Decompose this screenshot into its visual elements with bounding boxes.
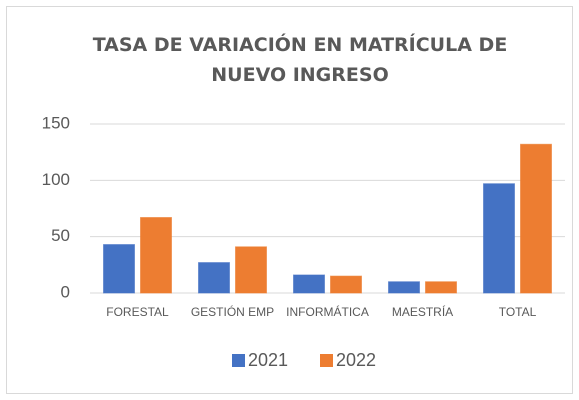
y-tick-label: 100	[42, 170, 70, 189]
bar	[235, 246, 267, 294]
bar	[293, 274, 325, 294]
bar	[483, 183, 515, 294]
y-tick-label: 0	[61, 282, 70, 301]
y-tick-label: 150	[42, 113, 70, 132]
legend-label: 2022	[336, 350, 376, 370]
legend-swatch	[232, 354, 245, 367]
bar	[103, 244, 135, 294]
bar	[198, 262, 230, 294]
bar	[520, 143, 552, 294]
x-tick-label: FORESTAL	[106, 305, 169, 319]
chart-border	[6, 6, 573, 394]
legend-label: 2021	[248, 350, 288, 370]
bar	[425, 281, 457, 294]
chart-title: TASA DE VARIACIÓN EN MATRÍCULA DE NUEVO …	[92, 34, 508, 86]
x-tick-label: INFORMÁTICA	[286, 304, 369, 319]
x-tick-label: MAESTRÍA	[392, 304, 453, 319]
y-tick-label: 50	[51, 226, 70, 245]
x-tick-label: TOTAL	[499, 305, 537, 319]
bar	[330, 275, 362, 294]
x-tick-label: GESTIÓN EMP	[191, 304, 274, 319]
bar	[140, 217, 172, 294]
legend-swatch	[320, 354, 333, 367]
bar	[388, 281, 420, 294]
